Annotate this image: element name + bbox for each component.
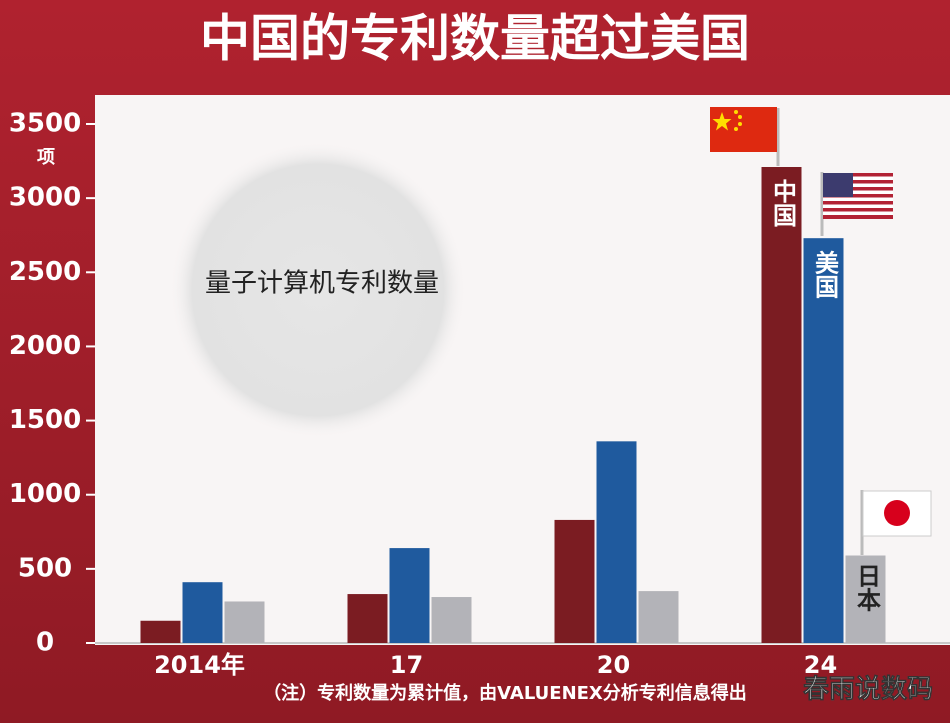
- y-tick-label: 1000: [9, 479, 81, 509]
- bar: [596, 441, 637, 643]
- chart-title: 中国的专利数量超过美国: [200, 10, 750, 68]
- watermark: 春雨说数码: [803, 675, 933, 705]
- series-label: 日本: [853, 564, 881, 612]
- y-tick-label: 2000: [9, 331, 81, 361]
- bar: [803, 238, 844, 643]
- x-tick-label: 17: [390, 651, 423, 679]
- us-flag: [820, 172, 893, 236]
- bar: [389, 548, 430, 643]
- footnote: （注）专利数量为累计值，由VALUENEX分析专利信息得出: [263, 682, 747, 704]
- y-tick-label: 2500: [9, 257, 81, 287]
- y-unit: 项: [37, 147, 55, 168]
- series-label: 中国: [769, 179, 797, 227]
- chart-subtitle: 量子计算机专利数量: [205, 269, 439, 299]
- bar: [845, 555, 886, 643]
- china-flag: [710, 107, 780, 166]
- x-tick-label: 2014年: [154, 651, 245, 679]
- bar: [431, 597, 472, 643]
- bar: [224, 601, 265, 643]
- japan-flag: [860, 490, 932, 555]
- y-tick-label: 3000: [9, 183, 81, 213]
- bar: [761, 167, 802, 643]
- bar: [182, 582, 223, 643]
- series-label: 美国: [811, 249, 839, 298]
- y-tick-label: 3500: [9, 109, 81, 139]
- bar: [347, 594, 388, 643]
- x-tick-label: 20: [597, 651, 630, 679]
- label-bubble: [170, 142, 466, 438]
- y-tick-label: 0: [36, 628, 54, 658]
- bar: [554, 519, 595, 643]
- y-tick-label: 1500: [9, 405, 81, 435]
- bar: [638, 591, 679, 643]
- x-tick-label: 24: [804, 651, 837, 679]
- y-tick-label: 500: [18, 553, 72, 583]
- bar: [140, 620, 181, 643]
